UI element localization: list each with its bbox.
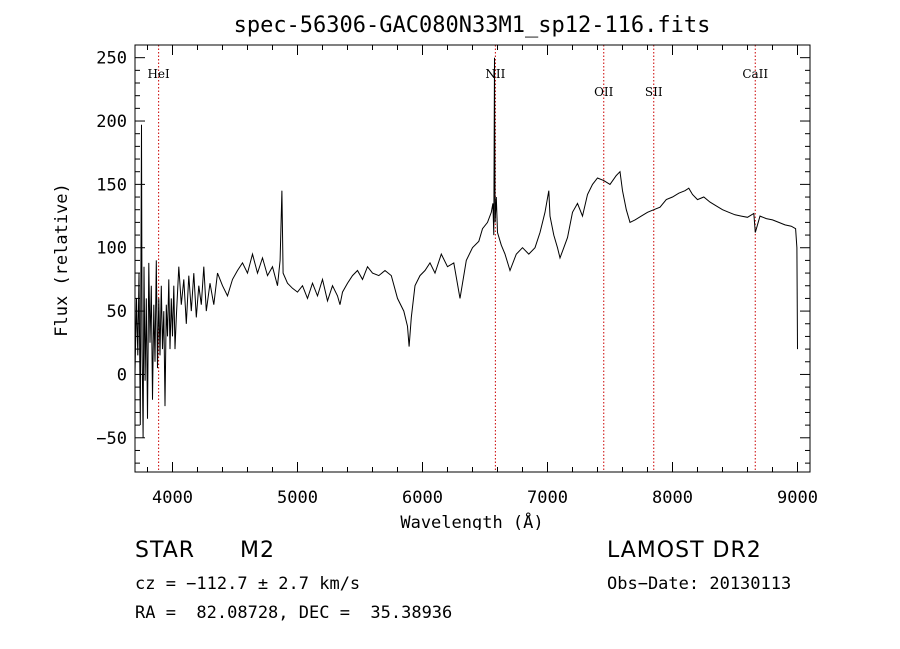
object-class: STAR (135, 538, 196, 563)
redshift-velocity: cz = −112.7 ± 2.7 km/s (135, 574, 361, 594)
line-label-SII: SII (645, 85, 663, 99)
coordinates: RA = 82.08728, DEC = 35.38936 (135, 603, 453, 623)
x-axis-ticks: 4000 5000 6000 7000 8000 9000 (147, 45, 818, 508)
y-tick-label: 50 (107, 302, 127, 322)
x-tick-label: 4000 (152, 488, 193, 508)
spectrum-chart: spec-56306-GAC080N33M1_sp12-116.fits 400… (52, 13, 818, 530)
x-tick-label: 6000 (402, 488, 443, 508)
x-axis-label: Wavelength (Å) (400, 511, 543, 530)
x-tick-label: 9000 (777, 488, 818, 508)
x-tick-label: 7000 (527, 488, 568, 508)
y-axis-ticks: −50 0 50 100 150 200 250 (96, 49, 810, 464)
y-tick-label: 150 (96, 175, 127, 195)
survey-name: LAMOST DR2 (607, 538, 762, 563)
x-tick-label: 5000 (277, 488, 318, 508)
y-tick-label: 200 (96, 112, 127, 132)
object-subclass: M2 (240, 538, 275, 563)
plot-frame (134, 44, 811, 473)
observation-date: Obs−Date: 20130113 (607, 574, 792, 594)
x-tick-label: 8000 (652, 488, 693, 508)
emission-line-markers: HeI NII OII SII CaII (147, 45, 768, 472)
y-axis-label: Flux (relative) (52, 183, 72, 337)
line-label-CaII: CaII (742, 67, 768, 81)
chart-title: spec-56306-GAC080N33M1_sp12-116.fits (234, 13, 711, 38)
y-tick-label: 250 (96, 49, 127, 69)
line-label-NII: NII (485, 67, 505, 81)
y-tick-label: 0 (117, 365, 127, 385)
line-label-HeI: HeI (147, 67, 170, 81)
line-label-OII: OII (594, 85, 614, 99)
y-tick-label: −50 (96, 429, 127, 449)
spectrum-line (134, 57, 798, 438)
y-tick-label: 100 (96, 239, 127, 259)
